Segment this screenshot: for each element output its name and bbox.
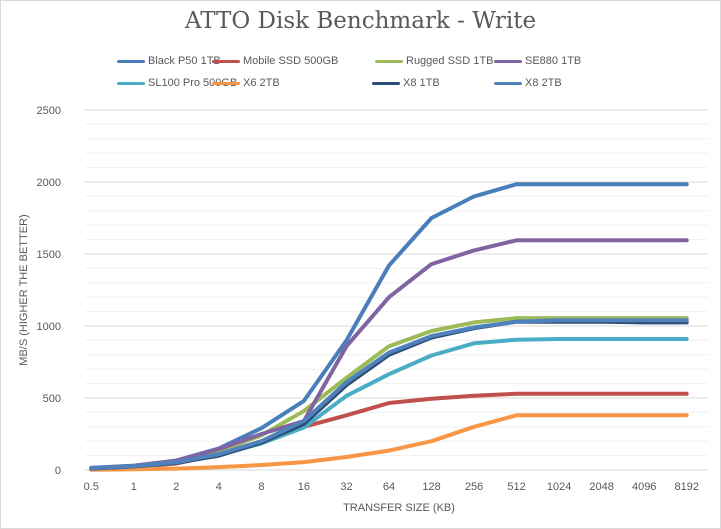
series-line-x6-2tb bbox=[89, 413, 689, 472]
legend-item: Rugged SSD 1TB bbox=[375, 55, 493, 67]
x-tick-label: 1024 bbox=[547, 481, 571, 493]
legend-swatch bbox=[372, 81, 400, 85]
series-lines bbox=[89, 182, 689, 472]
y-tick-label: 1000 bbox=[37, 321, 61, 333]
x-tick-label: 2 bbox=[173, 481, 179, 493]
legend-swatch bbox=[212, 59, 240, 63]
x-tick-label: 8192 bbox=[674, 481, 698, 493]
x-tick-label: 128 bbox=[422, 481, 440, 493]
x-tick-labels: 0.5 1 2 4 8 16 32 64 128 256 512 1024 2048 4096 8192 bbox=[84, 481, 699, 493]
x-axis-title: TRANSFER SIZE (KB) bbox=[343, 502, 455, 514]
legend-label: Rugged SSD 1TB bbox=[406, 55, 494, 67]
x-tick-label: 0.5 bbox=[84, 481, 99, 493]
x-tick-label: 4 bbox=[216, 481, 222, 493]
y-tick-label: 0 bbox=[55, 465, 61, 477]
y-tick-label: 2500 bbox=[37, 105, 61, 117]
legend-swatch bbox=[494, 81, 522, 85]
legend-item: Black P50 1TB bbox=[117, 55, 221, 67]
series-line-x8-2tb bbox=[89, 318, 689, 471]
legend-item: SE880 1TB bbox=[494, 55, 581, 67]
legend-item: X8 2TB bbox=[494, 77, 562, 89]
y-axis-title: MB/S (HIGHER THE BETTER) bbox=[18, 214, 30, 365]
x-tick-label: 32 bbox=[340, 481, 352, 493]
legend-item: SL100 Pro 500GB bbox=[117, 77, 237, 89]
legend-label: SE880 1TB bbox=[525, 55, 582, 67]
chart-title: ATTO Disk Benchmark - Write bbox=[184, 8, 537, 34]
y-tick-label: 500 bbox=[43, 393, 61, 405]
y-tick-label: 2000 bbox=[37, 177, 61, 189]
x-tick-label: 4096 bbox=[632, 481, 656, 493]
legend-label: X8 2TB bbox=[525, 77, 562, 89]
legend-item: X8 1TB bbox=[372, 77, 440, 89]
x-tick-label: 8 bbox=[258, 481, 264, 493]
legend-label: Black P50 1TB bbox=[148, 55, 221, 67]
legend-label: X6 2TB bbox=[243, 77, 280, 89]
x-tick-label: 16 bbox=[298, 481, 310, 493]
y-tick-labels: 0 500 1000 1500 2000 2500 bbox=[37, 105, 61, 477]
x-tick-label: 512 bbox=[507, 481, 525, 493]
x-tick-label: 64 bbox=[383, 481, 395, 493]
legend-item: Mobile SSD 500GB bbox=[212, 55, 338, 67]
legend-swatch bbox=[375, 59, 403, 63]
legend-swatch bbox=[117, 59, 145, 63]
x-tick-label: 1 bbox=[131, 481, 137, 493]
x-tick-label: 256 bbox=[465, 481, 483, 493]
legend-label: Mobile SSD 500GB bbox=[243, 55, 339, 67]
legend-swatch bbox=[494, 59, 522, 63]
legend-swatch bbox=[212, 81, 240, 85]
y-tick-label: 1500 bbox=[37, 249, 61, 261]
legend-swatch bbox=[117, 81, 145, 85]
legend-item: X6 2TB bbox=[212, 77, 280, 89]
legend-label: SL100 Pro 500GB bbox=[148, 77, 238, 89]
series-line-se880-1tb bbox=[89, 238, 689, 471]
legend-label: X8 1TB bbox=[403, 77, 440, 89]
x-tick-label: 2048 bbox=[589, 481, 613, 493]
